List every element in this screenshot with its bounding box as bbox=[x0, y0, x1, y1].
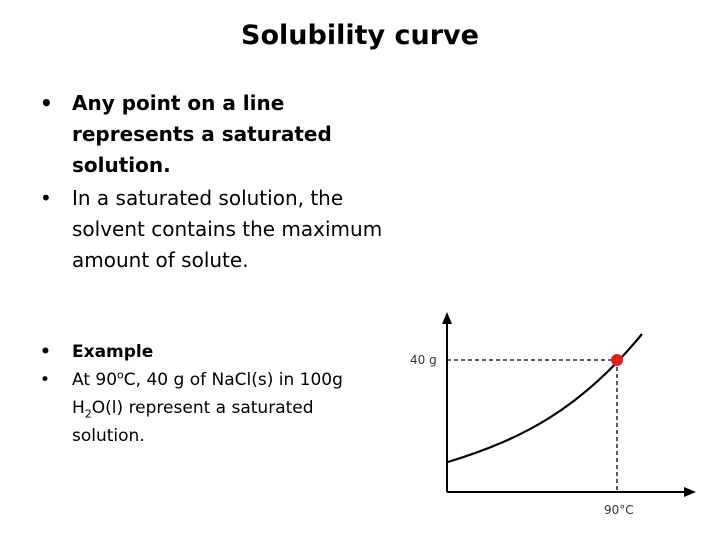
bullet-dot: • bbox=[40, 370, 51, 390]
y-axis-arrow-icon bbox=[442, 312, 452, 324]
bullet-text-1: Any point on a line represents a saturat… bbox=[72, 91, 332, 177]
bullet-item-2: • In a saturated solution, the solvent c… bbox=[40, 183, 385, 276]
bullet-dot: • bbox=[40, 342, 51, 362]
x-marker-label: 90°C bbox=[604, 503, 634, 517]
solubility-curve bbox=[447, 333, 643, 464]
example-text: At 90oC, 40 g of NaCl(s) in 100g H2O(l) … bbox=[72, 368, 343, 446]
main-bullet-list: • Any point on a line represents a satur… bbox=[40, 88, 385, 278]
bullet-item-1: • Any point on a line represents a satur… bbox=[40, 88, 385, 181]
bullet-text-2: In a saturated solution, the solvent con… bbox=[72, 186, 383, 272]
example-bullet-list: • Example • At 90oC, 40 g of NaCl(s) in … bbox=[40, 338, 385, 450]
saturation-point bbox=[611, 354, 623, 366]
bullet-item-example-text: • At 90oC, 40 g of NaCl(s) in 100g H2O(l… bbox=[40, 366, 385, 450]
slide-title: Solubility curve bbox=[241, 20, 479, 51]
bullet-dot: • bbox=[40, 186, 52, 210]
bullet-item-example-label: • Example bbox=[40, 338, 385, 366]
example-label: Example bbox=[72, 342, 154, 362]
y-marker-label: 40 g bbox=[410, 353, 437, 367]
bullet-dot: • bbox=[40, 91, 53, 115]
x-axis-arrow-icon bbox=[684, 487, 696, 497]
